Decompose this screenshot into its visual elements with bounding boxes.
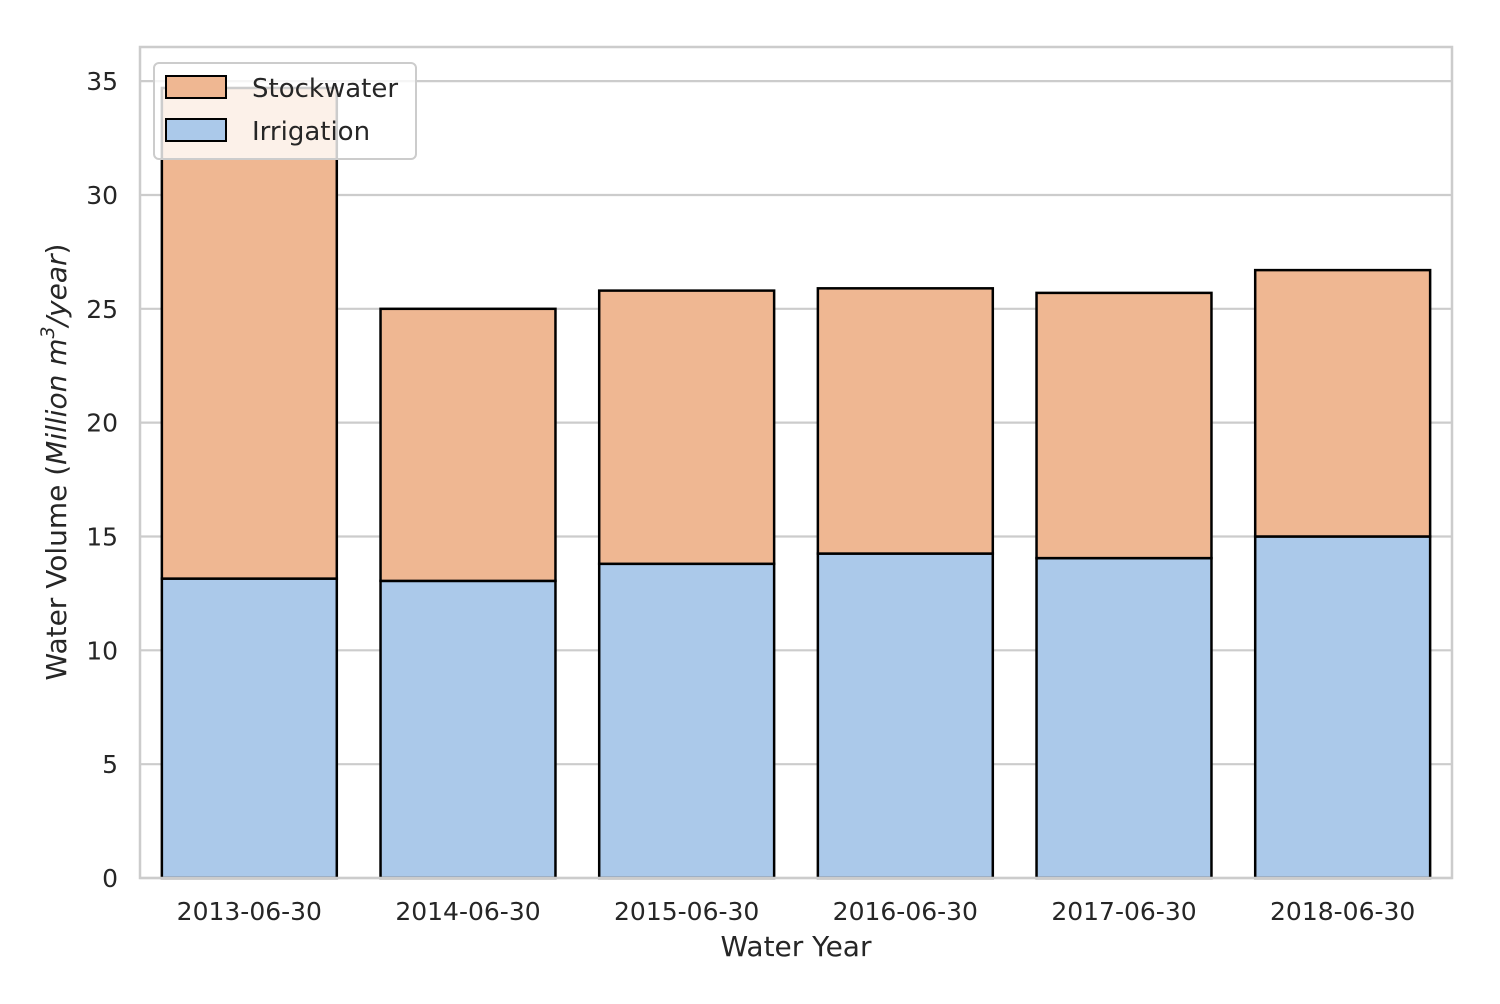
bar-stockwater-2017-06-30 — [1035, 291, 1213, 560]
bar-stockwater-2014-06-30 — [379, 307, 557, 583]
legend-label-stockwater: Stockwater — [252, 74, 398, 104]
y-axis-title-prefix: Water Volume ( — [40, 465, 73, 681]
grid-lines — [140, 80, 1452, 880]
y-axis-title-unit: Million m — [40, 338, 73, 464]
x-tick-label: 2016-06-30 — [833, 897, 978, 926]
legend-swatch-stockwater — [165, 75, 227, 99]
y-tick-label: 25 — [86, 295, 118, 324]
plot-frame — [138, 45, 1454, 880]
legend-swatch-irrigation — [165, 118, 227, 142]
legend-label-irrigation: Irrigation — [252, 117, 370, 147]
x-axis-title: Water Year — [721, 930, 872, 963]
y-tick-labels: 0 5 10 15 20 25 30 35 — [86, 67, 118, 893]
y-tick-label: 15 — [86, 522, 118, 551]
bar-stockwater-2018-06-30 — [1253, 268, 1432, 538]
bar-irrigation-2015-06-30 — [597, 562, 776, 880]
y-tick-label: 10 — [86, 636, 118, 665]
y-axis-title: Water Volume (Million m3/year) — [37, 244, 73, 681]
bar-stockwater-2016-06-30 — [816, 287, 995, 555]
bars — [160, 86, 1432, 880]
x-tick-label: 2018-06-30 — [1270, 897, 1415, 926]
legend: Stockwater Irrigation — [153, 62, 417, 160]
x-tick-label: 2013-06-30 — [177, 897, 322, 926]
bar-irrigation-2014-06-30 — [379, 579, 557, 880]
bar-stockwater-2015-06-30 — [597, 289, 776, 566]
y-axis-title-superscript: 3 — [37, 326, 59, 338]
y-tick-label: 20 — [86, 409, 118, 438]
bar-irrigation-2013-06-30 — [160, 577, 339, 880]
bar-irrigation-2018-06-30 — [1253, 535, 1432, 880]
y-tick-label: 5 — [102, 750, 118, 779]
x-tick-label: 2015-06-30 — [614, 897, 759, 926]
bar-irrigation-2016-06-30 — [816, 552, 995, 880]
bar-stockwater-2013-06-30 — [160, 86, 339, 580]
y-axis-title-unit-tail: /year — [40, 253, 73, 329]
x-tick-label: 2017-06-30 — [1051, 897, 1196, 926]
x-tick-labels: 2013-06-30 2014-06-30 2015-06-30 2016-06-30… — [177, 897, 1416, 926]
y-axis-title-suffix: ) — [40, 244, 73, 255]
y-tick-label: 35 — [86, 67, 118, 96]
y-tick-label: 0 — [102, 864, 118, 893]
x-tick-label: 2014-06-30 — [395, 897, 540, 926]
bar-irrigation-2017-06-30 — [1035, 556, 1213, 880]
y-tick-label: 30 — [86, 181, 118, 210]
